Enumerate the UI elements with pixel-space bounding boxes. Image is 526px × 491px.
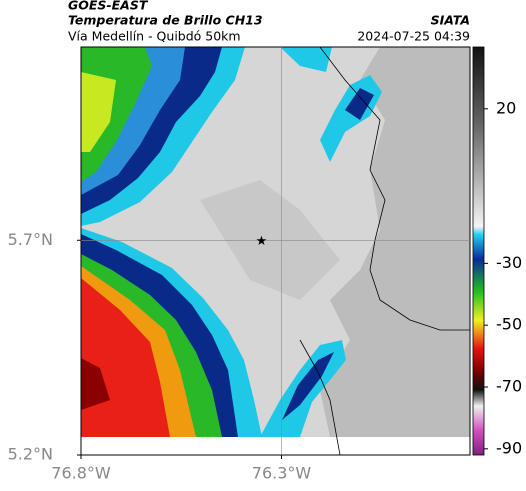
y-tick-label: 5.7°N (8, 230, 53, 249)
y-tick-label: 5.2°N (8, 445, 53, 464)
satellite: GOES-EAST (68, 0, 149, 13)
colorbar-tick-label: -30 (496, 253, 522, 272)
imagery (81, 47, 470, 455)
route: Vía Medellín - Quibdó 50km (68, 29, 241, 44)
colorbar-tick-label: 20 (496, 98, 516, 117)
source: SIATA (431, 13, 470, 28)
product: Temperatura de Brillo CH13 (68, 13, 263, 28)
colorbar (472, 46, 485, 456)
x-tick-label: 76.3°W (252, 464, 312, 483)
x-tick-label: 76.8°W (51, 464, 111, 483)
timestamp: 2024-07-25 04:39 (357, 29, 470, 44)
map-frame (80, 46, 471, 456)
colorbar-tick-label: -50 (496, 315, 522, 334)
station-marker: ★ (256, 234, 268, 249)
colorbar-tick-label: -90 (496, 438, 522, 457)
colorbar-tick-label: -70 (496, 377, 522, 396)
